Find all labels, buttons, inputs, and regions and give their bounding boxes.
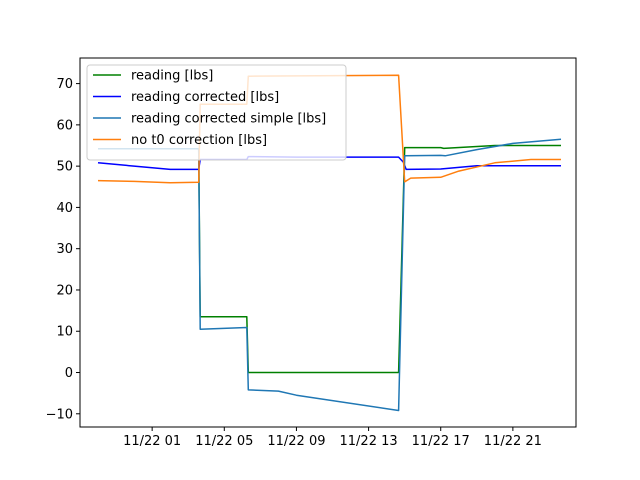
legend-box	[86, 64, 347, 161]
y-tick-label: 70	[56, 77, 73, 92]
x-tick-label: 11/22 13	[340, 434, 398, 449]
series-line-2	[98, 138, 562, 412]
axes-frame	[79, 57, 577, 428]
legend: reading [lbs] reading corrected [lbs] read…	[86, 64, 347, 161]
y-tick-label: 40	[56, 201, 73, 216]
y-tick-label: −10	[46, 407, 73, 422]
plot-area	[79, 57, 577, 428]
x-tick-label: 11/22 17	[412, 434, 470, 449]
y-tick-label: 30	[56, 242, 73, 257]
x-tick-label: 11/22 09	[267, 434, 325, 449]
legend-label: reading [lbs]	[131, 69, 213, 84]
x-tick-label: 11/22 01	[123, 434, 181, 449]
y-tick-label: 10	[56, 325, 73, 340]
x-tick-label: 11/22 21	[484, 434, 542, 449]
y-tick-label: 0	[65, 366, 73, 381]
x-axis: 11/22 01 11/22 05 11/22 09 11/22 13 11/22 17…	[123, 427, 542, 449]
y-tick-label: 60	[56, 118, 73, 133]
y-axis: −10 0 10 20 30 40 50 60 70	[46, 77, 80, 422]
legend-label: reading corrected [lbs]	[131, 90, 279, 105]
series-line-0	[98, 144, 561, 374]
y-tick-label: 20	[56, 283, 73, 298]
y-tick-label: 50	[56, 160, 73, 175]
legend-label: reading corrected simple [lbs]	[131, 112, 326, 127]
series-line-3	[97, 74, 561, 184]
legend-label: no t0 correction [lbs]	[131, 133, 267, 148]
x-tick-label: 11/22 05	[195, 434, 253, 449]
series-layer	[97, 74, 562, 412]
